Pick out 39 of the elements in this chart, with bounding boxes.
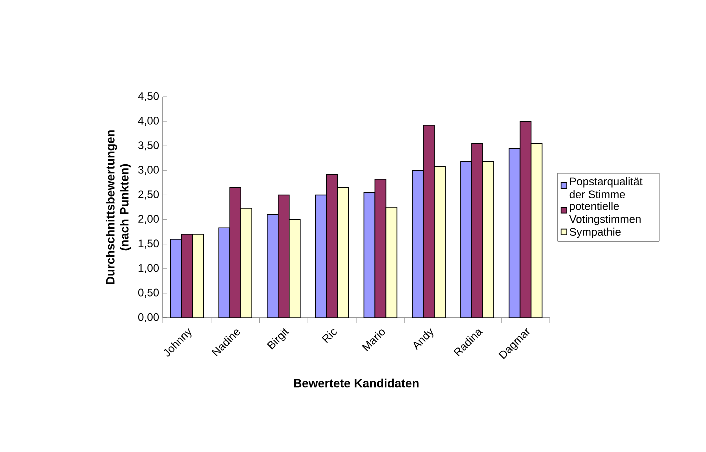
bar	[181, 234, 194, 318]
bar	[374, 179, 387, 318]
y-axis-title: Durchschnittsbewertungen (nach Punkten)	[106, 130, 132, 284]
bar	[423, 125, 435, 318]
bar	[460, 161, 472, 318]
bar	[218, 228, 230, 318]
bar	[315, 194, 328, 318]
bar	[472, 143, 484, 318]
y-tick-label: 3,50	[138, 142, 160, 151]
bar	[326, 174, 338, 318]
bar	[337, 187, 350, 318]
bar	[192, 234, 204, 318]
bar	[230, 187, 242, 318]
bar	[267, 214, 279, 318]
bar	[240, 208, 252, 318]
y-tick-label: 3,00	[138, 166, 160, 176]
bar	[482, 161, 494, 318]
bar	[508, 148, 521, 318]
bar	[278, 194, 290, 318]
y-tick-label: 1,50	[138, 240, 160, 249]
bar	[412, 170, 424, 318]
y-tick-label: 4,50	[138, 92, 160, 102]
bar	[289, 219, 301, 318]
y-tick-label: 2,50	[138, 190, 160, 200]
x-axis-title: Bewertete Kandidaten	[294, 378, 419, 388]
y-tick-label: 1,00	[138, 264, 160, 274]
bar	[434, 166, 446, 318]
legend-label: Sympathie	[570, 228, 621, 238]
legend-label: potentielle Votingstimmen	[569, 202, 641, 226]
y-tick-label: 0,50	[138, 288, 160, 298]
bar	[364, 192, 376, 318]
bar	[530, 143, 543, 318]
bar	[170, 239, 182, 318]
bar	[386, 207, 398, 318]
x-tick-label: Ric	[322, 330, 337, 344]
bar	[520, 121, 532, 318]
y-tick-label: 0,00	[138, 313, 160, 323]
y-tick-label: 4,00	[138, 117, 160, 126]
y-tick-label: 2,00	[138, 215, 160, 224]
